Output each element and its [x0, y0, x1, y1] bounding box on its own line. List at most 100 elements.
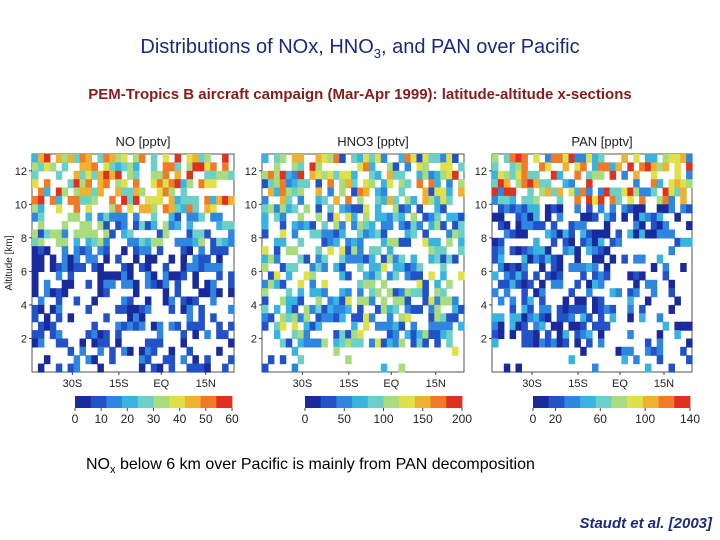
heatmap-cell — [609, 195, 617, 205]
heatmap-cell — [174, 204, 182, 214]
heatmap-cell — [497, 313, 505, 323]
heatmap-cell — [115, 162, 122, 172]
heatmap-cell — [434, 288, 441, 298]
heatmap-cell — [297, 288, 305, 298]
heatmap-cell — [398, 363, 406, 373]
heatmap-cell — [333, 237, 340, 247]
heatmap-cell — [210, 195, 217, 205]
heatmap-cell — [586, 195, 593, 205]
heatmap-cell — [398, 338, 406, 348]
heatmap-cell — [67, 179, 75, 189]
heatmap-cell — [380, 254, 388, 264]
heatmap-cell — [422, 296, 429, 306]
heatmap-cell — [273, 179, 281, 189]
heatmap-cell — [434, 187, 441, 197]
heatmap-cell — [204, 204, 211, 214]
heatmap-cell — [521, 246, 528, 256]
colorbar-segment — [446, 396, 463, 408]
heatmap-cell — [43, 154, 51, 163]
title-main: Distributions of NOx, HNO — [140, 36, 374, 58]
heatmap-cell — [168, 321, 176, 331]
heatmap-cell — [303, 271, 311, 281]
heatmap-cell — [262, 221, 269, 231]
heatmap-cell — [315, 321, 322, 331]
colorbar-tick-label: 100 — [635, 412, 655, 426]
heatmap-cell — [603, 304, 611, 314]
heatmap-cell — [144, 246, 152, 256]
heatmap-cell — [603, 271, 611, 281]
heatmap-cell — [668, 204, 675, 214]
heatmap-cell — [345, 179, 352, 189]
heatmap-cell — [186, 304, 193, 314]
heatmap-cell — [291, 346, 299, 356]
heatmap-cell — [49, 288, 57, 298]
heatmap-cell — [521, 229, 528, 239]
heatmap-cell — [521, 195, 528, 205]
heatmap-cell — [279, 221, 287, 231]
heatmap-cell — [392, 170, 400, 180]
heatmap-cell — [333, 263, 340, 272]
heatmap-cell — [446, 195, 453, 205]
heatmap-cell — [285, 204, 293, 214]
heatmap-cell — [363, 179, 370, 189]
heatmap-cell — [79, 170, 86, 180]
heatmap-cell — [198, 313, 205, 323]
heatmap-cell — [650, 288, 658, 298]
heatmap-cell — [586, 338, 593, 348]
heatmap-cell — [103, 154, 110, 163]
heatmap-cell — [321, 154, 328, 163]
heatmap-cell — [458, 271, 465, 281]
heatmap-cell — [61, 162, 69, 172]
heatmap-cell — [674, 237, 681, 247]
heatmap-cell — [285, 195, 293, 205]
heatmap-cell — [422, 229, 429, 239]
heatmap-cell — [91, 296, 98, 306]
heatmap-cell — [515, 321, 522, 331]
heatmap-cell — [228, 271, 235, 281]
heatmap-cell — [562, 313, 570, 323]
heatmap-cell — [133, 179, 140, 189]
heatmap-cell — [115, 179, 122, 189]
heatmap-cell — [374, 212, 382, 222]
heatmap-cell — [109, 279, 116, 289]
heatmap-cell — [550, 170, 558, 180]
heatmap-cell — [386, 179, 394, 189]
heatmap-cell — [216, 237, 223, 247]
heatmap-cell — [279, 313, 287, 323]
heatmap-cell — [273, 154, 281, 163]
heatmap-cell — [174, 271, 182, 281]
heatmap-cell — [368, 221, 376, 231]
x-tick-label: EQ — [153, 378, 169, 390]
heatmap-cell — [533, 321, 540, 331]
heatmap-cell — [521, 330, 528, 340]
heatmap-cell — [615, 288, 622, 298]
heatmap-cell — [662, 187, 670, 197]
heatmap-cell — [127, 263, 134, 272]
heatmap-cell — [556, 313, 564, 323]
heatmap-cell — [168, 304, 176, 314]
heatmap-cell — [91, 237, 98, 247]
heatmap-cell — [580, 296, 587, 306]
heatmap-cell — [133, 195, 140, 205]
heatmap-cell — [55, 204, 63, 214]
heatmap-cell — [521, 263, 528, 272]
heatmap-cell — [586, 246, 593, 256]
heatmap-cell — [515, 221, 522, 231]
heatmap-cell — [368, 170, 376, 180]
title-rest: , and PAN over Pacific — [381, 36, 580, 58]
heatmap-cell — [544, 254, 552, 264]
heatmap-cell — [410, 229, 417, 239]
heatmap-cell — [434, 212, 441, 222]
heatmap-cell — [404, 304, 412, 314]
heatmap-cell — [544, 179, 552, 189]
heatmap-cell — [586, 154, 593, 163]
heatmap-cell — [37, 154, 45, 163]
heatmap-cell — [85, 187, 92, 197]
heatmap-cell — [404, 296, 412, 306]
x-tick-label: 15S — [568, 378, 588, 390]
heatmap-cell — [656, 313, 664, 323]
heatmap-cell — [168, 346, 176, 356]
heatmap-cell — [297, 212, 305, 222]
heatmap-cell — [404, 195, 412, 205]
heatmap-cell — [168, 355, 176, 365]
